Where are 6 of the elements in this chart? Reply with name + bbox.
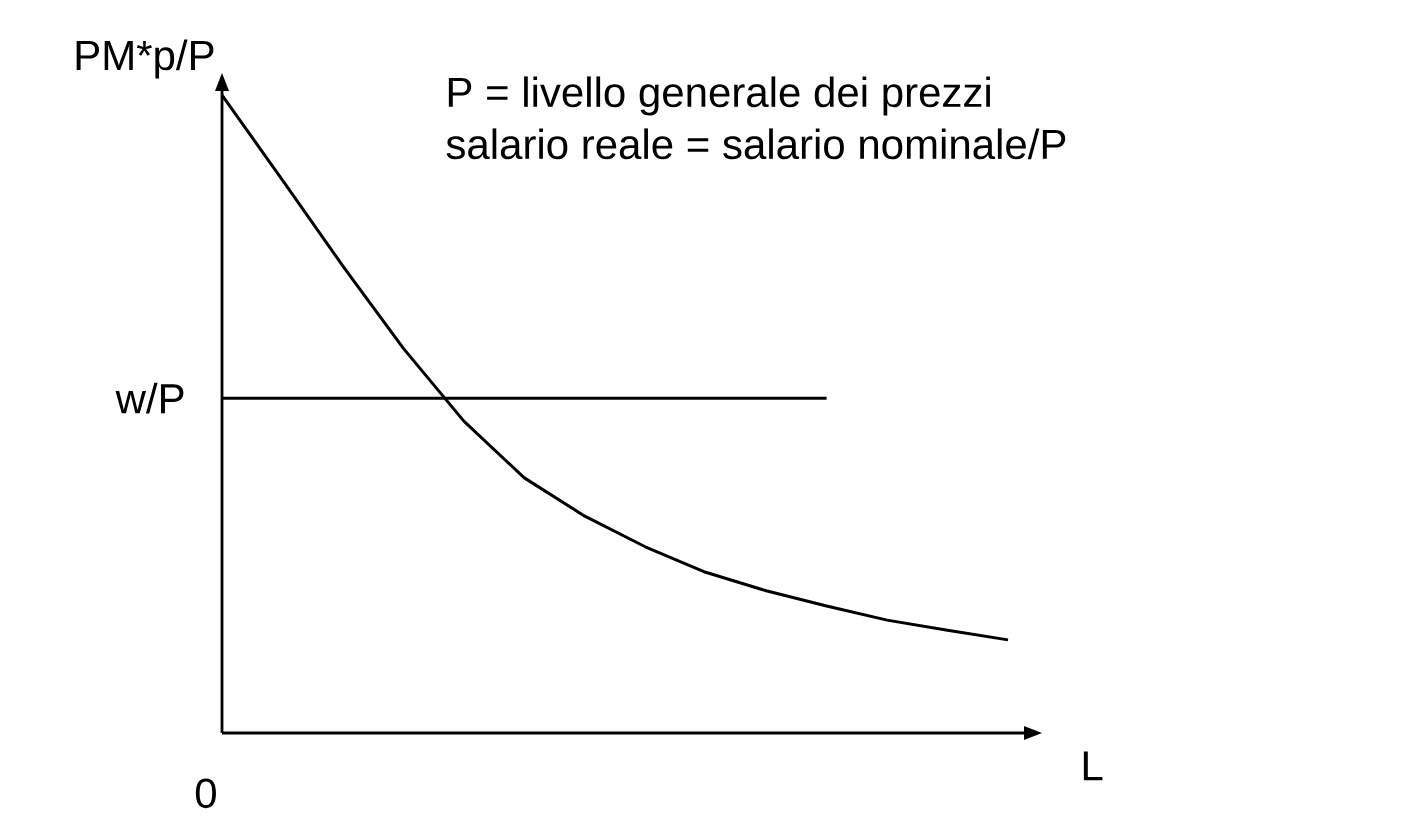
annotation: salario reale = salario nominale/P bbox=[446, 128, 1066, 160]
text: 0 bbox=[195, 778, 216, 809]
y-axis-title: PM*p/P bbox=[76, 39, 214, 79]
x-axis-title: L bbox=[1083, 751, 1103, 781]
series-label: w/P bbox=[115, 382, 184, 414]
annotation: P = livello generale dei prezzi bbox=[448, 76, 990, 116]
